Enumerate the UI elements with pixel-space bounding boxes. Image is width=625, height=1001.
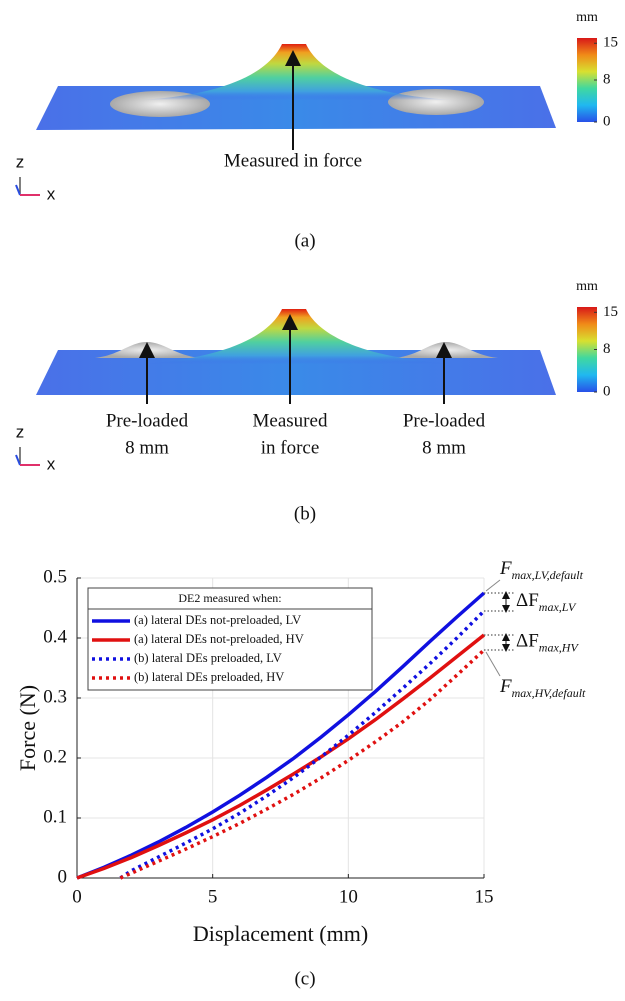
legend-label: (b) lateral DEs preloaded, LV bbox=[134, 651, 282, 665]
annotation: 8 mm bbox=[422, 437, 466, 458]
caption: (c) bbox=[294, 968, 315, 989]
colorbar-unit: mm bbox=[576, 10, 598, 25]
page: { "panels": [ { "caption": "(a)", "color… bbox=[0, 0, 625, 1001]
figure: mm 0 8 15 Measured in force z x (a) mm 0 8 15 Pre-lo… bbox=[0, 0, 625, 1001]
y-tick-label: 0.4 bbox=[43, 626, 67, 647]
caption: (b) bbox=[294, 503, 316, 524]
annotation: Measured bbox=[253, 410, 328, 431]
annotation-symbol: ΔF bbox=[516, 590, 539, 611]
colorbar-unit: mm bbox=[576, 279, 598, 294]
y-tick-label: 0 bbox=[58, 866, 68, 887]
annotation-symbol: F bbox=[499, 558, 512, 579]
annotation-symbol: ΔF bbox=[516, 631, 539, 652]
axis-label: x bbox=[47, 184, 56, 203]
annotation-subscript: max,LV,default bbox=[512, 568, 584, 582]
y-tick-label: 0.2 bbox=[43, 746, 67, 767]
colorbar-tick-label: 8 bbox=[603, 341, 611, 357]
x-axis-label: Displacement (mm) bbox=[193, 921, 368, 946]
legend-label: (a) lateral DEs not-preloaded, HV bbox=[134, 632, 304, 646]
axis-label: z bbox=[16, 152, 25, 171]
annotation: Pre-loaded bbox=[403, 410, 486, 431]
legend-label: (b) lateral DEs preloaded, HV bbox=[134, 670, 284, 684]
annotation-subscript: max,HV bbox=[539, 640, 580, 654]
annotation: in force bbox=[261, 437, 320, 458]
x-tick-label: 0 bbox=[72, 886, 82, 907]
surface-b bbox=[36, 309, 556, 404]
y-tick-label: 0.3 bbox=[43, 686, 67, 707]
surface-a bbox=[36, 44, 556, 150]
annotation: ΔFmax,LV bbox=[516, 590, 577, 613]
legend-title: DE2 measured when: bbox=[178, 591, 281, 605]
axis-label: x bbox=[47, 454, 56, 473]
colorbar-tick-label: 15 bbox=[603, 304, 618, 320]
legend-label: (a) lateral DEs not-preloaded, LV bbox=[134, 613, 301, 627]
annotation-subscript: max,HV,default bbox=[512, 686, 586, 700]
annotation-subscript: max,LV bbox=[539, 600, 577, 614]
y-tick-label: 0.5 bbox=[43, 566, 67, 587]
annotation: Pre-loaded bbox=[106, 410, 189, 431]
colorbar-tick-label: 15 bbox=[603, 35, 618, 51]
x-tick-label: 5 bbox=[208, 886, 218, 907]
annotation: ΔFmax,HV bbox=[516, 631, 579, 654]
annotation-symbol: F bbox=[499, 676, 512, 697]
colorbar-tick-label: 8 bbox=[603, 71, 611, 87]
y-tick-label: 0.1 bbox=[43, 806, 67, 827]
pointer bbox=[486, 580, 500, 591]
colorbar-tick-label: 0 bbox=[603, 113, 611, 129]
colorbar-tick-label: 0 bbox=[603, 383, 611, 399]
axis-label: z bbox=[16, 422, 25, 441]
x-tick-label: 10 bbox=[339, 886, 358, 907]
pointer bbox=[486, 652, 500, 676]
annotation: Measured in force bbox=[224, 150, 362, 171]
annotation: 8 mm bbox=[125, 437, 169, 458]
annotation: Fmax,HV,default bbox=[499, 676, 586, 699]
x-tick-label: 15 bbox=[475, 886, 494, 907]
electrode bbox=[388, 89, 484, 115]
annotation: Fmax,LV,default bbox=[499, 558, 584, 581]
y-axis-label: Force (N) bbox=[15, 685, 40, 771]
caption: (a) bbox=[294, 230, 315, 251]
